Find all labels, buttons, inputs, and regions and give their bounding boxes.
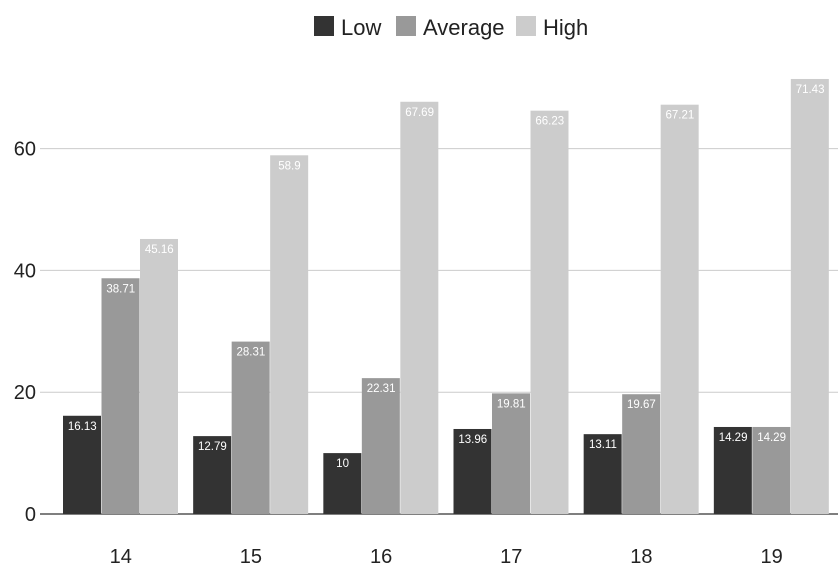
- bar: [713, 426, 752, 514]
- data-label: 13.11: [589, 439, 617, 451]
- bar: [622, 394, 661, 514]
- y-axis-ticks: 0 20 40 60: [14, 139, 36, 526]
- bar: [453, 428, 492, 514]
- bar: [101, 278, 140, 514]
- y-tick-label: 0: [25, 504, 36, 526]
- x-tick-label: 14: [110, 546, 132, 568]
- bar: [752, 426, 791, 514]
- data-label: 28.31: [237, 347, 266, 359]
- data-label: 66.23: [535, 116, 564, 128]
- data-labels: 16.13 38.71 45.16 12.79 28.31 58.9 10 22.31 67.6…: [68, 84, 825, 470]
- bar: [63, 415, 101, 514]
- data-label: 14.29: [757, 432, 786, 444]
- data-label: 38.71: [106, 283, 135, 295]
- data-label: 19.81: [497, 398, 526, 410]
- data-label: 16.13: [68, 421, 97, 433]
- y-tick-label: 20: [14, 382, 36, 404]
- data-label: 19.67: [627, 399, 656, 411]
- data-label: 13.96: [458, 434, 487, 446]
- bars: [63, 78, 829, 515]
- x-tick-label: 16: [370, 546, 392, 568]
- legend-swatch: [396, 16, 416, 36]
- legend-swatch: [314, 16, 334, 36]
- bar: [790, 78, 829, 514]
- legend-swatch: [516, 16, 536, 36]
- legend-label: High: [543, 15, 588, 40]
- data-label: 12.79: [198, 441, 227, 453]
- x-tick-label: 19: [760, 546, 782, 568]
- x-tick-label: 15: [240, 546, 262, 568]
- bar: [140, 238, 178, 515]
- bar: [193, 436, 232, 514]
- bar: [530, 110, 569, 514]
- data-label: 67.21: [666, 110, 695, 122]
- data-label: 22.31: [367, 383, 396, 395]
- bar: [323, 453, 362, 514]
- bar: [270, 155, 309, 514]
- x-tick-label: 17: [500, 546, 522, 568]
- data-label: 58.9: [278, 160, 300, 172]
- bar: [583, 434, 622, 514]
- legend-label: Average: [423, 15, 505, 40]
- data-label: 67.69: [405, 107, 434, 119]
- x-tick-label: 18: [630, 546, 652, 568]
- legend-label: Low: [341, 15, 381, 40]
- legend: Low Average High: [314, 15, 588, 40]
- y-tick-label: 40: [14, 260, 36, 282]
- bar: [361, 378, 400, 514]
- data-label: 14.29: [719, 432, 748, 444]
- data-label: 45.16: [145, 244, 174, 256]
- data-label: 71.43: [796, 84, 825, 96]
- bar: [492, 393, 530, 514]
- bar: [400, 101, 439, 515]
- data-label: 10: [336, 458, 349, 470]
- bar: [231, 341, 270, 514]
- y-tick-label: 60: [14, 139, 36, 161]
- bar: [660, 104, 699, 514]
- x-axis-ticks: 14 15 16 17 18 19: [110, 546, 783, 568]
